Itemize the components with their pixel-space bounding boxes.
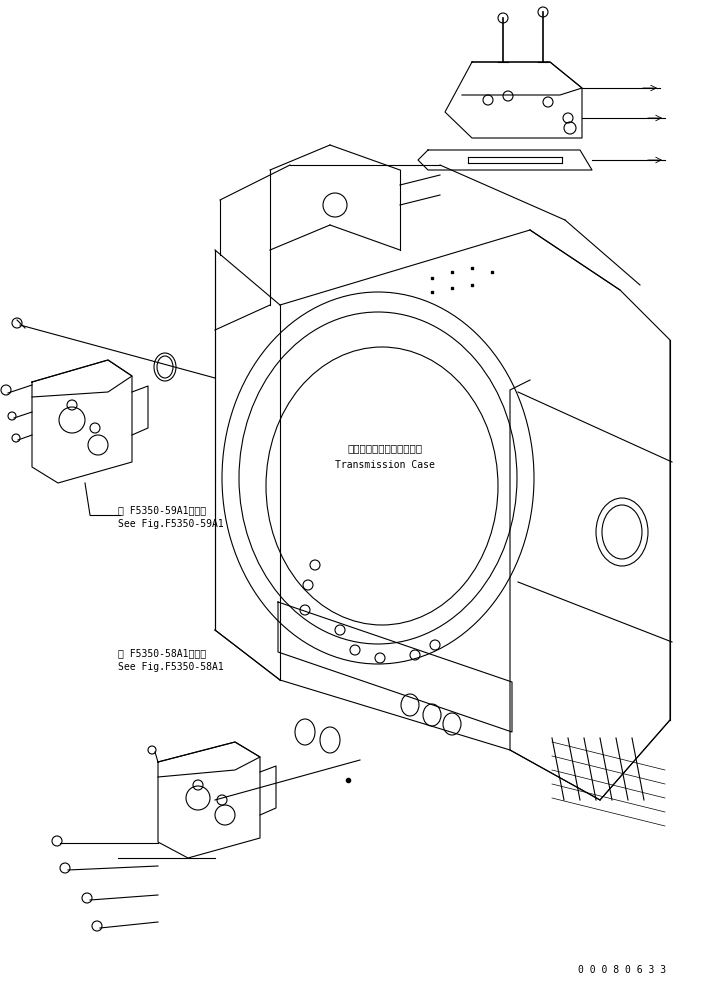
Circle shape xyxy=(12,318,22,328)
Circle shape xyxy=(538,7,548,17)
Circle shape xyxy=(60,863,70,873)
Circle shape xyxy=(92,921,102,931)
Circle shape xyxy=(148,746,156,754)
Text: 第 F5350-58A1図参照
See Fig.F5350-58A1: 第 F5350-58A1図参照 See Fig.F5350-58A1 xyxy=(118,648,224,672)
Circle shape xyxy=(12,434,20,442)
Circle shape xyxy=(498,13,508,23)
Text: 第 F5350-59A1図参照
See Fig.F5350-59A1: 第 F5350-59A1図参照 See Fig.F5350-59A1 xyxy=(118,505,224,529)
Circle shape xyxy=(1,385,11,395)
Circle shape xyxy=(8,412,16,420)
Text: 0 0 0 8 0 6 3 3: 0 0 0 8 0 6 3 3 xyxy=(578,965,666,975)
Circle shape xyxy=(52,836,62,846)
Text: Transmission Case: Transmission Case xyxy=(335,460,435,470)
Text: トランスミッションケース: トランスミッションケース xyxy=(348,443,422,453)
Circle shape xyxy=(82,893,92,903)
